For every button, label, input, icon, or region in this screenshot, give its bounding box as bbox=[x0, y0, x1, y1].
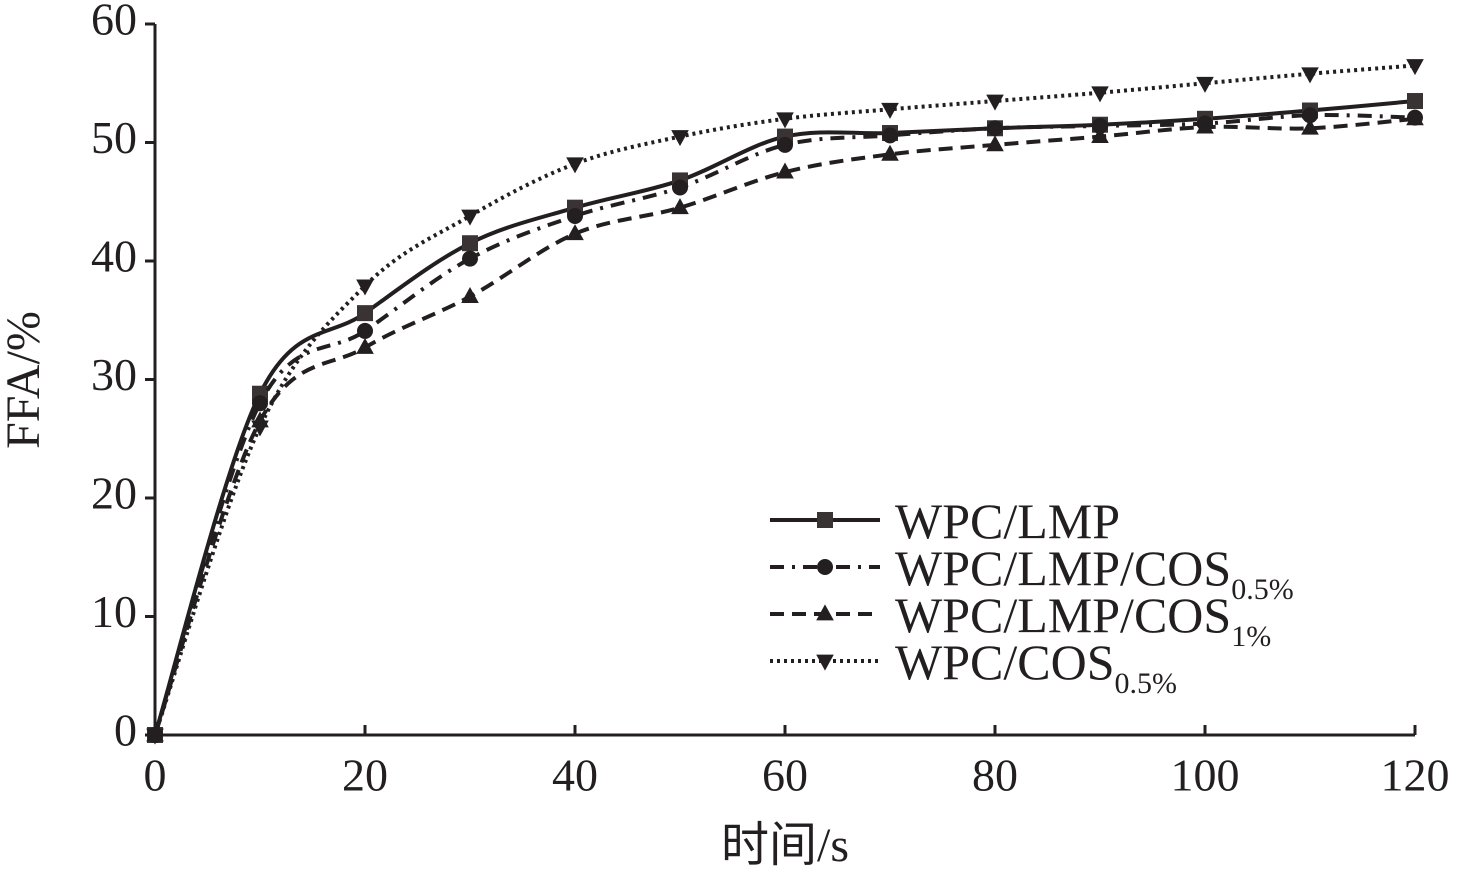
legend-name: WPC/LMP bbox=[895, 493, 1120, 549]
marker bbox=[461, 286, 479, 303]
marker bbox=[881, 144, 899, 161]
y-tick-label: 20 bbox=[91, 468, 137, 519]
marker bbox=[251, 420, 269, 437]
marker bbox=[566, 157, 584, 174]
marker bbox=[462, 250, 478, 267]
legend-label: WPC/LMP/COS1% bbox=[895, 587, 1271, 653]
marker bbox=[777, 136, 793, 153]
marker bbox=[672, 179, 688, 196]
y-tick-label: 30 bbox=[91, 349, 137, 400]
marker bbox=[252, 395, 268, 412]
y-tick-label: 0 bbox=[114, 705, 137, 756]
y-axis-label: FFA/% bbox=[0, 311, 50, 449]
legend-name: WPC/LMP/COS bbox=[895, 540, 1231, 596]
x-tick-label: 0 bbox=[144, 750, 167, 801]
legend-label: WPC/LMP/COS0.5% bbox=[895, 540, 1294, 606]
marker bbox=[356, 337, 374, 354]
marker bbox=[1407, 93, 1423, 110]
x-axis-label: 时间/s bbox=[721, 819, 849, 872]
x-tick-label: 60 bbox=[762, 750, 808, 801]
legend-name: WPC/LMP/COS bbox=[895, 587, 1231, 643]
marker bbox=[776, 162, 794, 179]
y-tick-label: 60 bbox=[91, 0, 137, 45]
legend-label: WPC/COS0.5% bbox=[895, 634, 1177, 700]
marker bbox=[987, 120, 1003, 137]
y-tick-label: 40 bbox=[91, 231, 137, 282]
marker bbox=[356, 279, 374, 296]
x-tick-label: 120 bbox=[1381, 750, 1450, 801]
y-tick-label: 50 bbox=[91, 112, 137, 163]
series-line bbox=[153, 116, 1416, 736]
marker bbox=[461, 209, 479, 226]
legend-marker bbox=[817, 512, 833, 528]
marker bbox=[986, 94, 1004, 111]
marker bbox=[1406, 59, 1424, 76]
marker bbox=[357, 322, 373, 339]
marker bbox=[462, 235, 478, 252]
marker bbox=[566, 224, 584, 241]
marker bbox=[146, 728, 164, 745]
marker bbox=[882, 127, 898, 144]
marker bbox=[1302, 107, 1318, 124]
x-tick-label: 80 bbox=[972, 750, 1018, 801]
marker bbox=[1301, 67, 1319, 84]
marker bbox=[567, 207, 583, 224]
y-tick-label: 10 bbox=[91, 586, 137, 637]
legend-subscript: 0.5% bbox=[1115, 667, 1178, 700]
x-tick-label: 40 bbox=[552, 750, 598, 801]
legend-name: WPC/COS bbox=[895, 634, 1115, 690]
legend-label: WPC/LMP bbox=[895, 493, 1120, 549]
marker bbox=[1406, 109, 1424, 126]
legend-marker bbox=[816, 654, 834, 671]
x-tick-label: 100 bbox=[1171, 750, 1240, 801]
marker bbox=[1092, 117, 1108, 134]
marker bbox=[881, 102, 899, 119]
series-line bbox=[153, 63, 1416, 736]
marker bbox=[1196, 117, 1214, 134]
marker bbox=[776, 112, 794, 129]
marker bbox=[986, 135, 1004, 152]
marker bbox=[1301, 118, 1319, 135]
marker bbox=[671, 130, 689, 147]
marker bbox=[1091, 86, 1109, 103]
legend-subscript: 1% bbox=[1231, 620, 1271, 653]
legend-marker bbox=[816, 604, 834, 621]
marker bbox=[357, 305, 373, 322]
legend-subscript: 0.5% bbox=[1231, 573, 1294, 606]
legend-marker bbox=[817, 559, 833, 575]
marker bbox=[1196, 76, 1214, 93]
x-tick-label: 20 bbox=[342, 750, 388, 801]
marker bbox=[671, 198, 689, 215]
marker bbox=[1091, 126, 1109, 143]
